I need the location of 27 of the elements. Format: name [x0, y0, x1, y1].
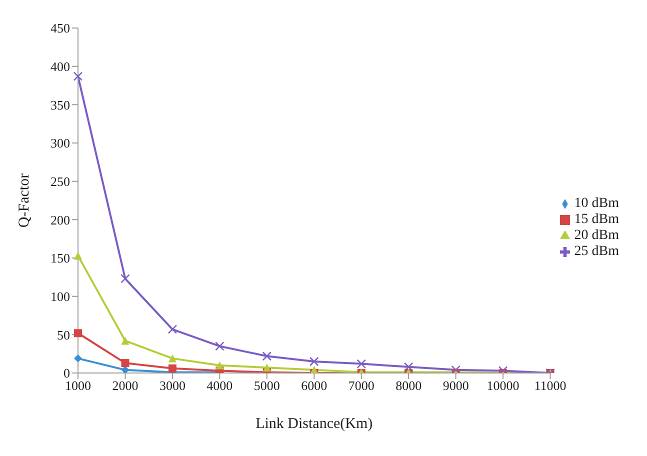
legend-label: 15 dBm	[574, 212, 619, 227]
x-tick-label: 3000	[159, 378, 186, 394]
x-tick-label: 11000	[534, 378, 566, 394]
x-tick-label: 1000	[65, 378, 91, 394]
y-tick-label: 300	[50, 136, 70, 151]
legend-label: 20 dBm	[574, 228, 619, 243]
y-tick-label: 100	[50, 288, 70, 304]
y-tick-label: 250	[50, 174, 70, 189]
y-tick-label: 0	[64, 366, 70, 381]
x-tick-label: 8000	[396, 378, 422, 394]
y-tick-label: 450	[50, 20, 70, 36]
x-tick-label: 4000	[206, 378, 233, 394]
x-tick-label: 10000	[486, 378, 520, 394]
x-tick-label: 2000	[112, 378, 138, 394]
x-tick-label: 6000	[301, 378, 328, 394]
y-axis-title: Q-Factor	[16, 173, 32, 228]
x-axis-title: Link Distance(Km)	[256, 416, 373, 432]
y-tick-label: 400	[50, 58, 70, 74]
legend-label: 25 dBm	[574, 244, 619, 259]
y-tick-label: 350	[50, 97, 70, 112]
legend-label: 10 dBm	[574, 196, 619, 211]
y-tick-label: 50	[57, 327, 70, 342]
x-tick-label: 7000	[348, 378, 374, 394]
y-tick-label: 150	[50, 250, 70, 266]
x-tick-label: 9000	[442, 378, 469, 394]
y-tick-label: 200	[50, 212, 70, 228]
x-tick-label: 5000	[254, 378, 280, 394]
